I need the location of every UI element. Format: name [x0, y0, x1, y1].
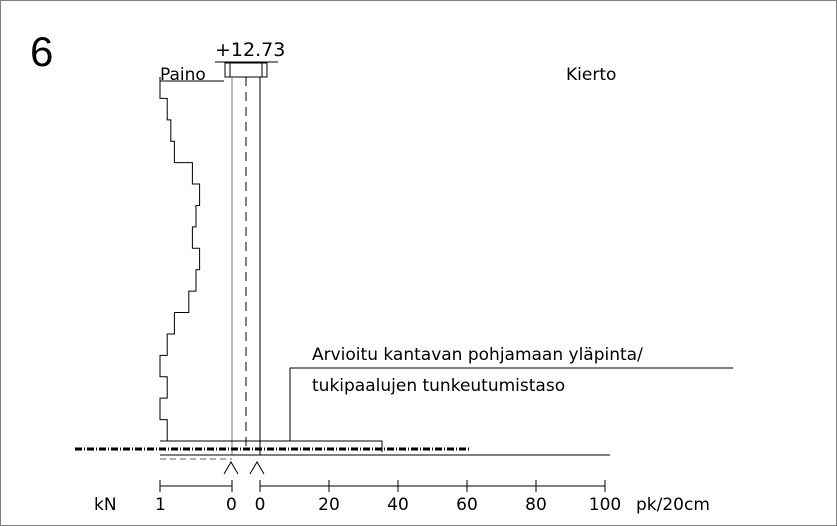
pk-unit-label: pk/20cm: [636, 495, 710, 515]
pk-tick-label-20: 20: [318, 495, 340, 515]
pk-tick-label-60: 60: [456, 495, 478, 515]
rotation-label: Kierto: [566, 65, 616, 85]
elevation-label: +12.73: [215, 39, 285, 61]
annotation-line2: tukipaalujen tunkeutumistaso: [312, 376, 565, 396]
pk-tick-labels: 0 20 40 60 80 100: [255, 495, 622, 515]
rod-head: [224, 62, 268, 78]
pk-tick-label-0: 0: [255, 495, 266, 515]
pk-tick-label-80: 80: [525, 495, 547, 515]
annotation-line1: Arvioitu kantavan pohjamaan yläpinta/: [312, 345, 643, 365]
pointer-arrow-right: [249, 461, 265, 475]
pointer-arrow-left: [223, 461, 239, 475]
weight-label: Paino: [160, 65, 206, 85]
kn-tick-label-0: 0: [226, 495, 237, 515]
pk-tick-label-40: 40: [387, 495, 409, 515]
weight-curve: [159, 77, 201, 441]
pk-tick-label-100: 100: [589, 495, 621, 515]
pk-axis: [259, 480, 606, 492]
kn-unit-label: kN: [94, 495, 117, 515]
figure-number: 6: [30, 28, 53, 75]
annotation-leader: [289, 367, 733, 441]
kn-tick-label-1: 1: [155, 495, 166, 515]
